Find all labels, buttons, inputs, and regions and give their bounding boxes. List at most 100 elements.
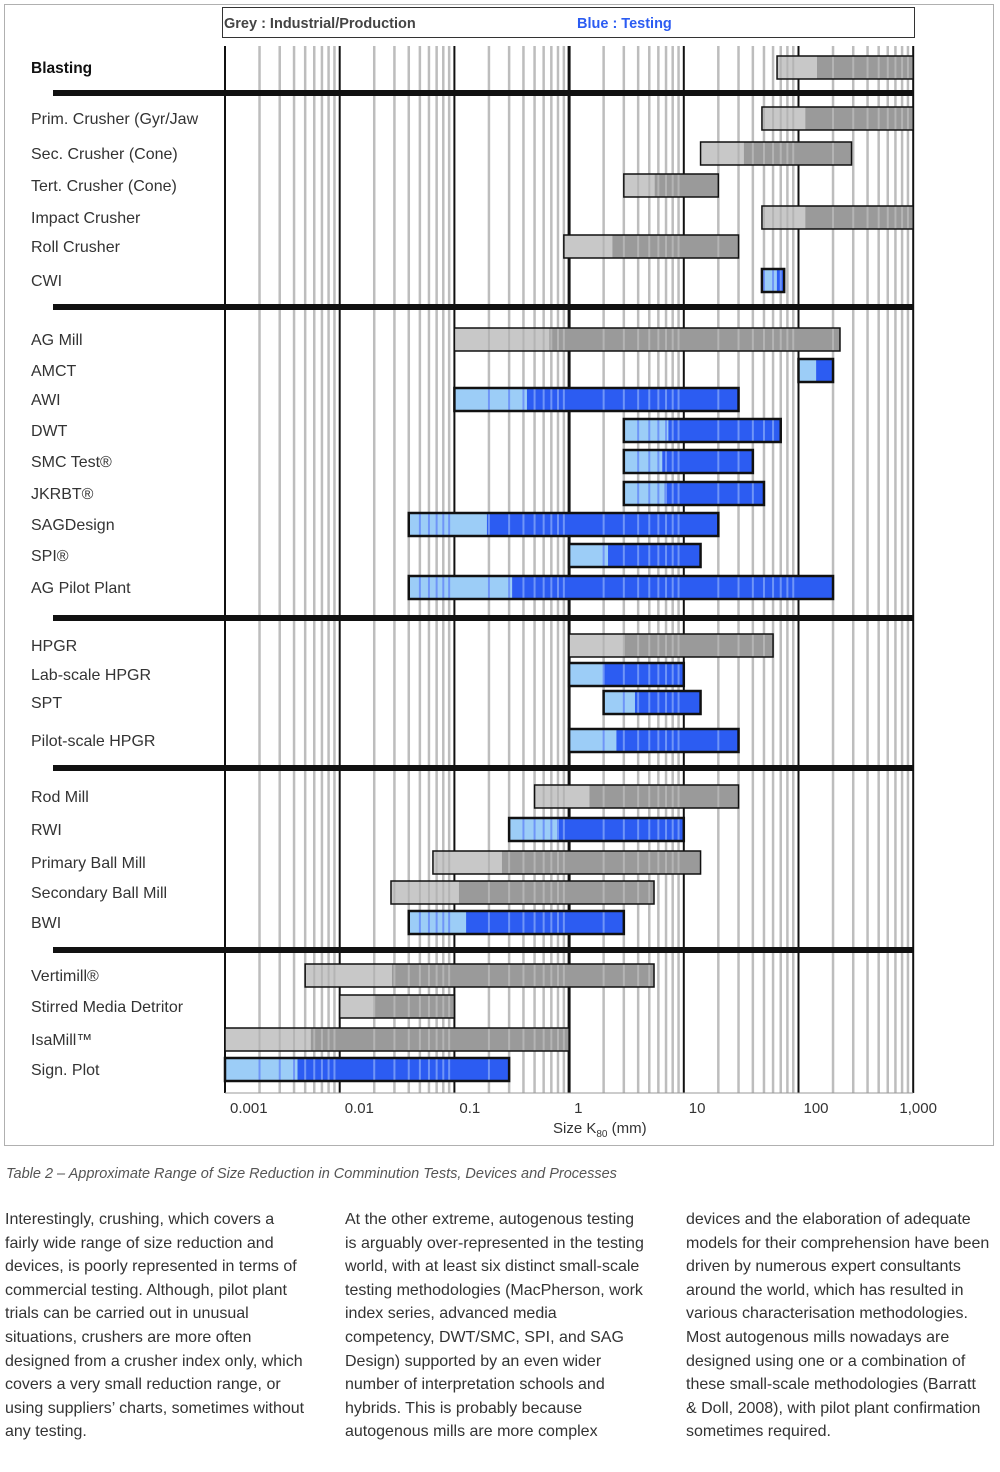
row-label: DWT (31, 423, 68, 440)
bar-dark-segment (310, 1028, 570, 1051)
row-label: AMCT (31, 363, 77, 380)
x-tick-label: 0.01 (345, 1100, 374, 1117)
bar-outline (623, 173, 720, 198)
bar-light-segment (225, 1028, 311, 1051)
bar-outline (533, 784, 740, 809)
body-column-1: Interestingly, crushing, which covers a … (5, 1208, 310, 1444)
bar-light-segment (569, 729, 617, 752)
row-label: Stirred Media Detritor (31, 999, 184, 1016)
bar-light-segment (563, 235, 613, 258)
bar-dark-segment (486, 513, 719, 536)
bar-outline (761, 106, 914, 131)
bar-dark-segment (805, 206, 914, 229)
row-label: Sec. Crusher (Cone) (31, 146, 178, 163)
row-label: BWI (31, 915, 61, 932)
row-label: AG Pilot Plant (31, 580, 131, 597)
bar-light-segment (777, 56, 817, 79)
bar-outline (760, 267, 786, 294)
bar-light-segment (623, 450, 663, 473)
x-axis-label: Size K80 (mm) (553, 1120, 647, 1140)
bar-light-segment (509, 818, 558, 841)
row-label: RWI (31, 822, 62, 839)
row-label: CWI (31, 273, 62, 290)
row-label: AWI (31, 392, 61, 409)
bar-dark-segment (589, 785, 739, 808)
row-label: Rod Mill (31, 789, 89, 806)
x-tick-label: 1 (574, 1100, 582, 1117)
bar-outline (567, 661, 686, 688)
row-label: Secondary Ball Mill (31, 885, 167, 902)
bar-outline (622, 448, 755, 475)
x-tick-label: 0.001 (230, 1100, 268, 1117)
row-label: Sign. Plot (31, 1062, 100, 1079)
legend-box (222, 7, 915, 38)
comminution-range-chart: Grey : Industrial/Production Blue : Testi… (4, 4, 994, 1146)
bar-outline (699, 141, 853, 166)
bar-light-segment (534, 785, 590, 808)
bar-outline (304, 963, 655, 988)
bar-light-segment (761, 107, 806, 130)
row-label: SAGDesign (31, 517, 115, 534)
bar-outline (622, 480, 766, 507)
x-tick-label: 10 (689, 1100, 706, 1117)
bar-outline (567, 542, 702, 569)
bar-outline (797, 357, 835, 384)
bar-dark-segment (805, 107, 914, 130)
figure-caption: Table 2 – Approximate Range of Size Redu… (6, 1166, 617, 1182)
row-label: Impact Crusher (31, 210, 141, 227)
bar-outline (407, 511, 720, 538)
bar-light-segment (408, 576, 513, 599)
bar-outline (407, 909, 626, 936)
bar-outline (224, 1027, 570, 1052)
x-tick-label: 0.1 (459, 1100, 480, 1117)
row-label: JKRBT® (31, 486, 94, 503)
legend-blue-label: Blue : Testing (577, 16, 672, 32)
bar-dark-segment (549, 328, 840, 351)
bar-light-segment (339, 995, 375, 1018)
body-column-2: At the other extreme, autogenous testing… (345, 1208, 650, 1444)
row-label: Primary Ball Mill (31, 855, 146, 872)
x-tick-label: 100 (804, 1100, 829, 1117)
row-label: Blasting (31, 60, 92, 77)
bar-light-segment (454, 388, 527, 411)
bar-outline (776, 55, 914, 80)
row-label: HPGR (31, 638, 77, 655)
bar-dark-segment (743, 142, 852, 165)
bar-outline (390, 880, 655, 905)
bar-light-segment (623, 482, 665, 505)
bar-light-segment (225, 1058, 298, 1081)
bar-light-segment (569, 634, 624, 657)
bar-dark-segment (616, 729, 739, 752)
bar-outline (453, 327, 841, 352)
bar-outline (567, 727, 740, 754)
row-label: Pilot-scale HPGR (31, 733, 155, 750)
bar-dark-segment (466, 911, 624, 934)
row-label: Vertimill® (31, 968, 99, 985)
bar-outline (602, 689, 702, 716)
row-label: AG Mill (31, 332, 83, 349)
row-label: SMC Test® (31, 454, 112, 471)
bar-outline (223, 1056, 511, 1083)
bar-outline (453, 386, 740, 413)
row-label: Roll Crusher (31, 239, 121, 256)
bar-light-segment (623, 174, 655, 197)
bar-light-segment (623, 419, 669, 442)
bar-light-segment (569, 544, 609, 567)
bar-light-segment (700, 142, 744, 165)
bar-outline (507, 816, 686, 843)
paragraph: Interestingly, crushing, which covers a … (5, 1211, 305, 1441)
bar-dark-segment (612, 235, 739, 258)
row-label: Tert. Crusher (Cone) (31, 178, 177, 195)
bar-light-segment (761, 206, 806, 229)
paragraph: At the other extreme, autogenous testing… (345, 1211, 644, 1441)
bar-outline (407, 574, 835, 601)
bar-light-segment (603, 691, 635, 714)
row-label: Prim. Crusher (Gyr/Jaw (31, 111, 199, 128)
bar-dark-segment (634, 691, 701, 714)
bar-dark-segment (664, 482, 764, 505)
bar-light-segment (305, 964, 392, 987)
bar-outline (761, 205, 914, 230)
row-label: Lab-scale HPGR (31, 667, 151, 684)
bar-dark-segment (297, 1058, 510, 1081)
row-label: SPI® (31, 548, 69, 565)
